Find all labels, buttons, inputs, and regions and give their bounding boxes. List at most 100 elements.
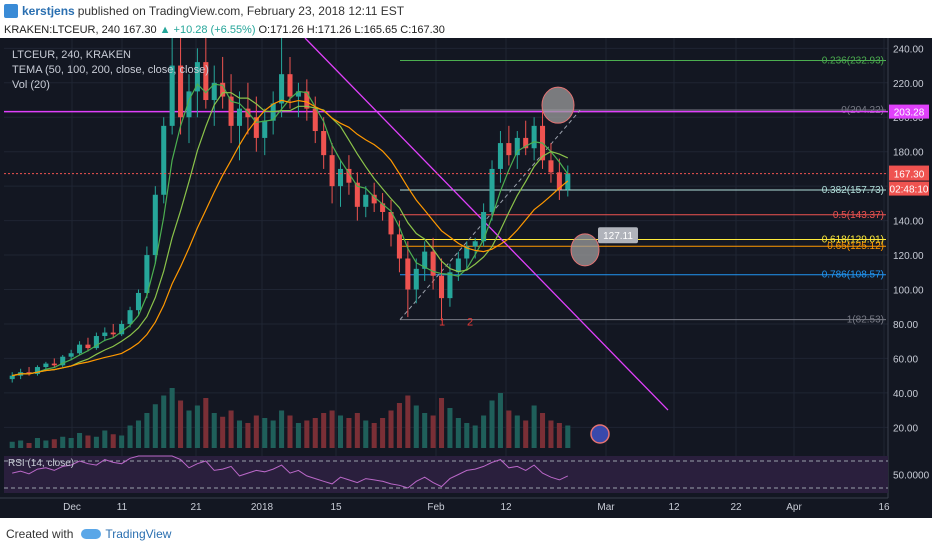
volume-bar	[68, 438, 74, 448]
volume-bar	[422, 413, 428, 448]
created-with-text: Created with	[6, 527, 74, 541]
downtrend-line	[304, 37, 669, 411]
fib-level-label: 1(82.53)	[847, 315, 884, 326]
volume-bar	[211, 413, 217, 448]
candle-body	[295, 91, 301, 97]
price-tick-label: 80.00	[893, 320, 918, 331]
tema-line-1	[12, 83, 569, 377]
price-change: ▲ +10.28 (+6.55%)	[159, 24, 256, 36]
candle-body	[110, 332, 116, 335]
volume-bar	[405, 395, 411, 448]
candle-body	[396, 234, 402, 259]
highlight-circle-top	[541, 86, 575, 124]
volume-bar	[85, 435, 91, 448]
event-marker-icon[interactable]	[590, 424, 610, 444]
price-chart-svg[interactable]: 240.00220.00200.00180.00160.00140.00120.…	[0, 37, 932, 518]
price-tick-label: 40.00	[893, 389, 918, 400]
volume-bar	[497, 393, 503, 448]
price-tick-label: 120.00	[893, 251, 924, 262]
candle-body	[26, 372, 32, 374]
candle-body	[34, 367, 40, 374]
candle-body	[287, 74, 293, 97]
time-tick-label: 15	[330, 502, 342, 513]
legend-symbol: LTCEUR, 240, KRAKEN	[12, 49, 132, 61]
volume-bar	[26, 443, 32, 448]
candle-body	[388, 211, 394, 235]
author-name[interactable]: kerstjens	[22, 4, 75, 18]
candle-body	[203, 62, 209, 101]
volume-bar	[430, 415, 436, 448]
candle-body	[346, 168, 352, 183]
volume-bar	[262, 418, 268, 448]
candle-body	[447, 272, 453, 299]
time-tick-label: Dec	[63, 502, 81, 513]
fib-level-label: 0.65(125.12)	[827, 241, 884, 252]
current-price-tag	[889, 165, 929, 181]
volume-bar	[447, 408, 453, 448]
price-tick-label: 140.00	[893, 217, 924, 228]
volume-bar	[489, 400, 495, 448]
candle-body	[464, 246, 470, 259]
open-value: O:171.26	[258, 24, 304, 36]
candle-body	[144, 255, 150, 293]
candle-body	[279, 74, 285, 104]
candle-body	[481, 211, 487, 242]
candle-body	[194, 62, 200, 92]
volume-bar	[329, 410, 335, 448]
volume-bar	[119, 435, 125, 448]
volume-bar	[531, 405, 537, 448]
volume-bar	[346, 418, 352, 448]
candle-body	[228, 96, 234, 126]
time-tick-label: 2018	[251, 502, 274, 513]
price-tick-label: 60.00	[893, 354, 918, 365]
chart-legend: LTCEUR, 240, KRAKEN TEMA (50, 100, 200, …	[12, 48, 209, 93]
volume-bar	[220, 416, 226, 448]
volume-bar	[253, 415, 259, 448]
volume-bar	[169, 388, 175, 448]
volume-bar	[279, 410, 285, 448]
time-tick-label: 22	[730, 502, 742, 513]
time-tick-label: 12	[668, 502, 680, 513]
candle-body	[531, 125, 537, 149]
volume-bar	[540, 413, 546, 448]
candle-body	[236, 108, 243, 126]
candle-body	[321, 131, 327, 156]
candle-body	[363, 194, 369, 207]
resistance-price-tag	[889, 104, 929, 119]
symbol-name: KRAKEN:LTCEUR, 240	[4, 24, 120, 36]
time-tick-label: 12	[500, 502, 512, 513]
candle-body	[60, 356, 66, 366]
volume-bar	[186, 410, 192, 448]
candle-body	[312, 108, 318, 132]
rsi-level-label: 50.0000	[893, 471, 930, 482]
candle-body	[489, 168, 495, 212]
time-tick-label: 11	[117, 502, 128, 513]
candle-body	[68, 353, 74, 357]
tradingview-logo-icon	[81, 529, 102, 539]
candle-body	[430, 251, 436, 276]
price-tick-label: 220.00	[893, 79, 924, 90]
candle-body	[135, 292, 142, 311]
chart-area[interactable]: 240.00220.00200.00180.00160.00140.00120.…	[0, 37, 932, 518]
volume-bar	[60, 436, 66, 448]
volume-bar	[270, 420, 276, 448]
published-text: published on TradingView.com, February 2…	[77, 4, 405, 18]
candle-body	[497, 143, 503, 169]
volume-bar	[228, 410, 234, 448]
price-tick-label: 240.00	[893, 44, 924, 55]
candle-body	[422, 251, 428, 269]
callout-price-label: 127.11	[603, 231, 633, 242]
volume-bar	[93, 436, 99, 448]
volume-bar	[354, 413, 360, 448]
volume-bar	[481, 415, 487, 448]
tradingview-link[interactable]: TradingView	[105, 527, 172, 541]
volume-bar	[304, 420, 310, 448]
volume-bar	[413, 405, 419, 448]
volume-bar	[556, 423, 562, 448]
candle-body	[127, 310, 133, 324]
candle-body	[152, 194, 158, 256]
fib-level-label: 0.382(157.73)	[822, 185, 884, 196]
candle-body	[119, 323, 125, 335]
volume-bar	[102, 430, 108, 448]
candle-body	[211, 82, 217, 101]
